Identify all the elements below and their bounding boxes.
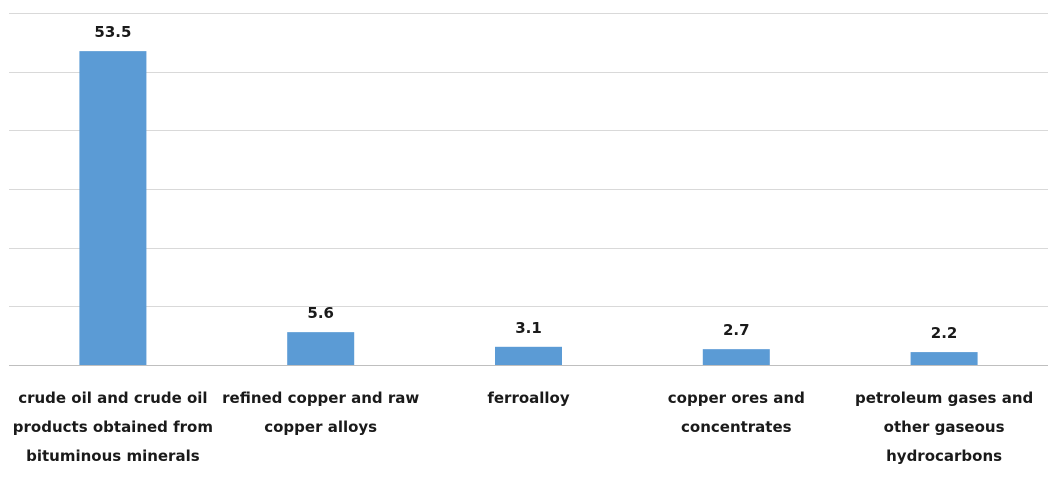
data-label: 2.2 [931, 324, 958, 342]
bar [910, 352, 978, 365]
gridlines [9, 13, 1048, 366]
bar [495, 346, 562, 365]
category-label: crude oil and crude oil products obtaine… [12, 389, 213, 465]
data-label: 5.6 [307, 304, 334, 322]
bars [79, 51, 978, 366]
data-label: 2.7 [723, 321, 750, 339]
category-label: petroleum gases and other gaseous hydroc… [854, 389, 1034, 465]
bar [702, 349, 770, 365]
data-labels: 53.5 5.6 3.1 2.7 2.2 [94, 23, 957, 342]
bar [287, 332, 355, 365]
data-label: 53.5 [94, 23, 131, 41]
bar [79, 51, 147, 366]
category-label: copper ores and concentrates [667, 389, 805, 436]
category-label: ferroalloy [487, 389, 570, 407]
category-label: refined copper and raw copper alloys [222, 389, 420, 436]
data-label: 3.1 [515, 319, 542, 337]
